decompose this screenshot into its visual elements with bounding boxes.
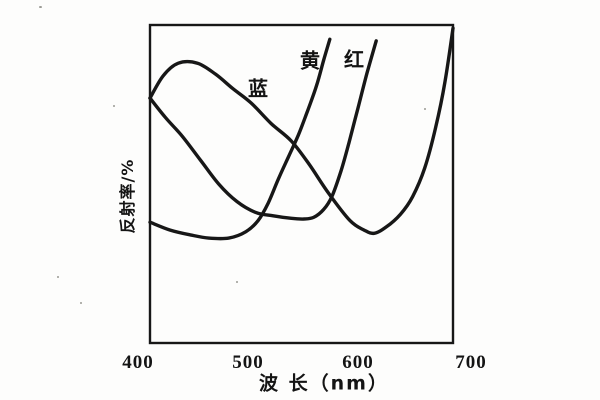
curve-label-blue: 蓝 xyxy=(248,76,268,101)
curve-blue xyxy=(148,26,455,236)
x-tick-400: 400 xyxy=(122,352,154,373)
curve-label-yellow: 黄 xyxy=(300,48,320,73)
x-tick-600: 600 xyxy=(342,352,374,373)
plot-border xyxy=(148,23,455,345)
y-axis-title: 反射率/% xyxy=(118,158,137,234)
x-axis-title: 波 长（nm） xyxy=(259,372,389,395)
x-tick-700: 700 xyxy=(455,352,487,373)
scan-speck xyxy=(424,108,426,110)
curve-yellow xyxy=(148,37,332,241)
curve-red xyxy=(148,39,378,221)
x-tick-500: 500 xyxy=(232,352,264,373)
scan-speck xyxy=(113,105,115,107)
scan-speck xyxy=(80,302,82,304)
scan-speck xyxy=(39,6,42,8)
curve-group xyxy=(148,26,455,241)
scan-speck xyxy=(57,276,59,278)
curve-label-red: 红 xyxy=(344,47,364,72)
scan-speck xyxy=(236,281,238,283)
